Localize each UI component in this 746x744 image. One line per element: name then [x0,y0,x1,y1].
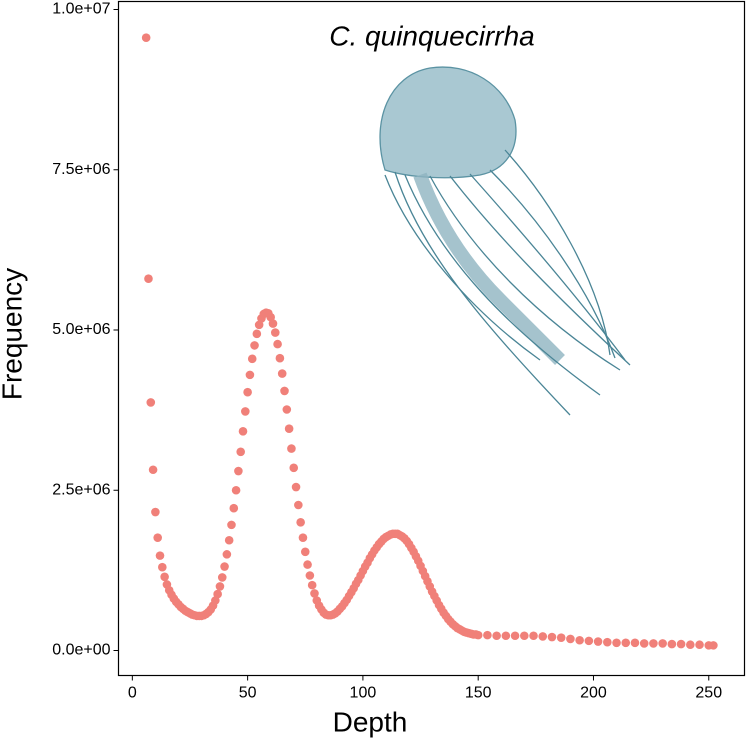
point [250,341,259,350]
point [473,630,483,640]
point [144,274,153,284]
x-tick-label: 200 [580,685,607,702]
point [241,407,250,416]
point [556,633,566,642]
point [305,571,315,580]
point [224,535,234,545]
point [686,640,695,650]
point [310,589,319,598]
point [270,328,280,337]
point [621,638,631,648]
point [289,463,299,473]
point [649,639,658,648]
point [238,426,248,436]
point [245,370,255,380]
point [273,339,282,349]
point [630,638,640,648]
x-tick-label: 50 [239,685,257,702]
point [148,465,158,475]
point [520,631,529,641]
point [155,551,165,560]
y-tick-label: 2.5e+06 [52,481,110,498]
point [275,353,285,363]
x-tick-label: 0 [128,685,137,702]
point [296,518,305,527]
point [303,560,312,569]
point [153,533,162,542]
x-tick-label: 100 [350,685,377,702]
chart-title: C. quinquecirrha [329,20,534,51]
point [298,533,308,542]
plot-frame [117,0,746,677]
point [222,550,232,559]
point [227,520,236,530]
point [501,631,511,641]
point [676,639,686,649]
point [575,635,584,645]
x-tick-label: 150 [465,685,492,702]
point [229,503,239,513]
point [307,580,317,590]
y-axis-label: Frequency [0,268,27,400]
point [483,630,492,640]
point [234,466,243,476]
point [300,547,310,557]
point [291,482,301,492]
point [243,387,252,397]
point [492,631,501,641]
point [215,582,225,591]
point [280,386,289,396]
point [217,573,227,582]
point [268,319,278,328]
point [639,639,649,648]
point [287,444,296,453]
x-tick-label: 250 [695,685,722,702]
point [252,329,262,339]
x-axis-label: Depth [333,706,408,737]
point [709,641,718,650]
point [294,500,303,510]
point [529,631,538,641]
point [158,562,167,572]
point [603,637,612,647]
point [247,354,257,364]
point [612,638,621,648]
point [146,398,156,407]
point [593,637,603,646]
point [538,632,548,641]
point [231,485,241,495]
point [220,562,229,571]
point [284,424,294,434]
y-tick-label: 5.0e+06 [52,321,110,338]
point [213,589,222,599]
point [277,369,287,378]
point [584,636,594,646]
y-tick-label: 7.5e+06 [52,161,110,178]
point [547,632,557,642]
point [667,639,677,649]
point [566,634,575,644]
point [160,572,169,582]
point [151,507,160,517]
point [658,639,667,648]
jellyfish-illustration [379,66,631,416]
point [141,33,151,43]
y-tick-label: 1.0e+07 [52,1,110,18]
y-tick-label: 0.0e+00 [52,642,110,659]
point [236,447,246,457]
point [510,631,520,641]
point [282,405,292,414]
point [695,640,704,650]
